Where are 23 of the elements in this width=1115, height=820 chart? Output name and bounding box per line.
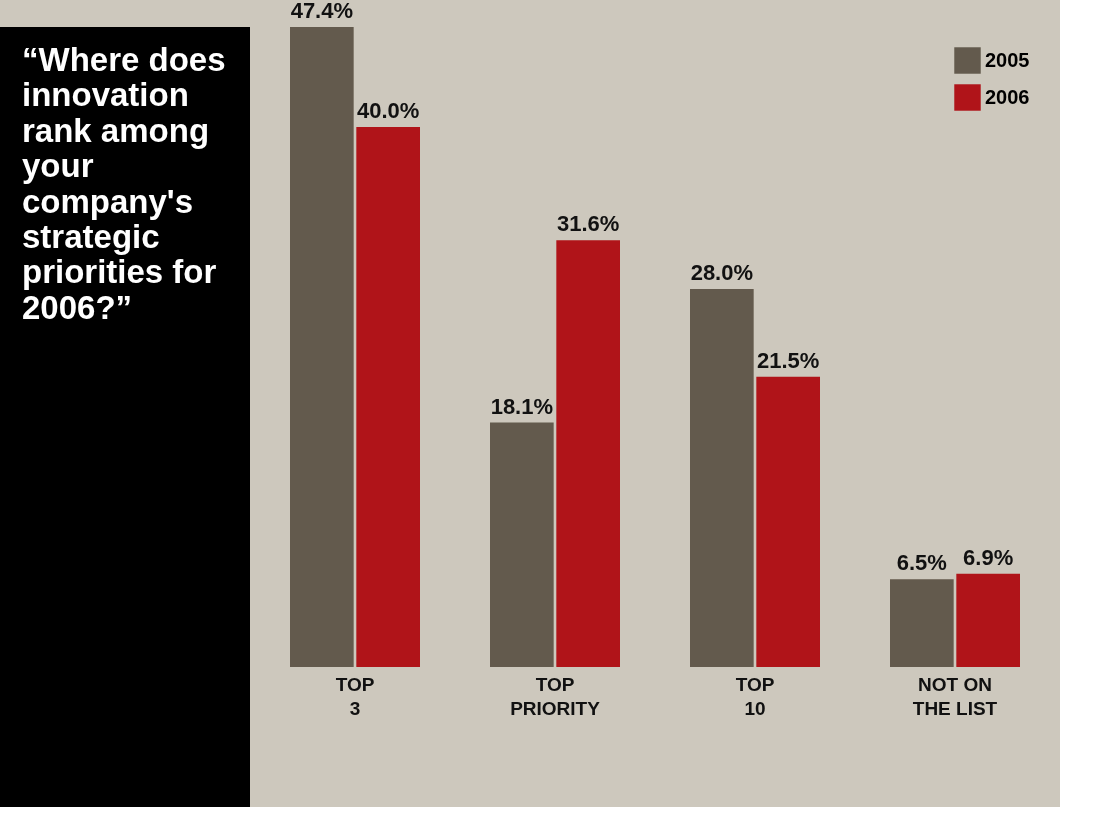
bar	[690, 288, 754, 667]
data-label: 28.0%	[690, 259, 754, 285]
data-label: 18.1%	[490, 393, 554, 419]
data-label: 31.6%	[556, 211, 620, 237]
bar	[956, 573, 1020, 667]
data-label: 40.0%	[356, 97, 420, 123]
text: “Where does innovation rank among your company's strategic priorities for 2006?”	[22, 40, 226, 326]
data-label: 6.9%	[963, 544, 1014, 570]
x-tick-label: TOP PRIORITY	[510, 673, 601, 719]
bar	[756, 376, 820, 667]
bar	[356, 126, 420, 667]
bar	[490, 422, 554, 667]
bar	[290, 27, 354, 667]
data-label: 47.4%	[290, 0, 354, 23]
bar	[556, 240, 620, 667]
legend-label: 2005	[985, 48, 1030, 71]
bar	[890, 579, 954, 667]
data-label: 21.5%	[756, 347, 820, 373]
x-tick-label: NOT ON THE LIST	[912, 673, 998, 719]
legend-label: 2006	[985, 85, 1030, 108]
x-tick-label: TOP 3	[335, 673, 375, 719]
data-label: 6.5%	[896, 550, 947, 576]
x-tick-label: TOP 10	[735, 673, 775, 719]
